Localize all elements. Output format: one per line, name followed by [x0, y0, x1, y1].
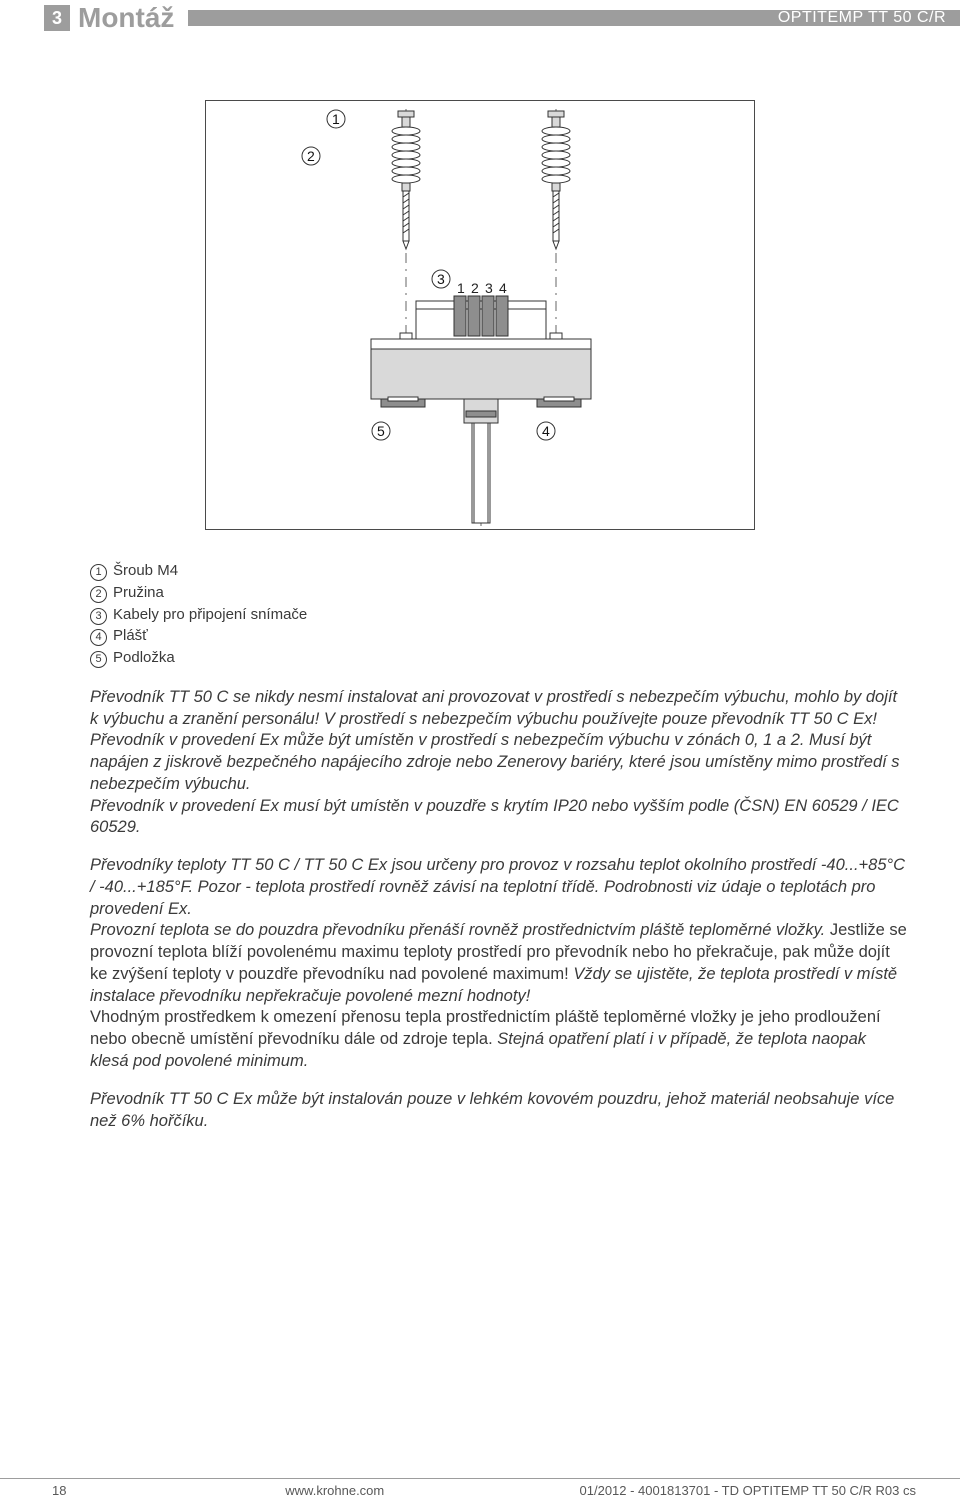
header-strip: OPTITEMP TT 50 C/R: [188, 10, 960, 26]
svg-text:2: 2: [307, 148, 315, 164]
svg-text:3: 3: [437, 271, 445, 287]
paragraph: Převodník TT 50 C se nikdy nesmí instalo…: [90, 687, 908, 839]
svg-text:4: 4: [542, 423, 550, 439]
assembly-diagram: 1 2 3 4: [206, 101, 756, 531]
page-number: 18: [0, 1483, 90, 1498]
product-name: OPTITEMP TT 50 C/R: [778, 9, 946, 27]
terminal-4: 4: [499, 280, 507, 296]
figure-container: 1 2 3 4: [205, 100, 755, 530]
page-footer: 18 www.krohne.com 01/2012 - 4001813701 -…: [0, 1478, 960, 1498]
screw-right: [542, 111, 570, 249]
section-title: Montáž: [78, 2, 174, 34]
body-text: Převodník TT 50 C se nikdy nesmí instalo…: [90, 687, 908, 1133]
figure-legend: 1Šroub M4 2Pružina 3Kabely pro připojení…: [90, 560, 960, 669]
terminal-3: 3: [485, 280, 493, 296]
screw-left: [392, 111, 420, 249]
housing: 1 2 3 4: [371, 280, 591, 407]
svg-text:5: 5: [377, 423, 385, 439]
footer-doc: 01/2012 - 4001813701 - TD OPTITEMP TT 50…: [580, 1483, 960, 1498]
legend-item: 4Plášť: [90, 625, 960, 647]
svg-text:1: 1: [332, 111, 340, 127]
section-number: 3: [44, 5, 70, 31]
figure-frame: 1 2 3 4: [205, 100, 755, 530]
terminal-1: 1: [457, 280, 465, 296]
probe-shaft: [464, 399, 498, 523]
legend-item: 2Pružina: [90, 582, 960, 604]
paragraph: Převodník TT 50 C Ex může být instalován…: [90, 1089, 908, 1133]
legend-item: 5Podložka: [90, 647, 960, 669]
page-header: 3 Montáž OPTITEMP TT 50 C/R: [0, 0, 960, 36]
footer-url: www.krohne.com: [90, 1483, 580, 1498]
legend-item: 3Kabely pro připojení snímače: [90, 604, 960, 626]
paragraph: Převodníky teploty TT 50 C / TT 50 C Ex …: [90, 855, 908, 1073]
legend-item: 1Šroub M4: [90, 560, 960, 582]
terminal-2: 2: [471, 280, 479, 296]
